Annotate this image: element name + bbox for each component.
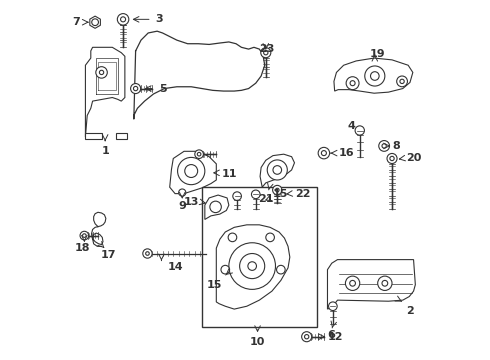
Text: 15: 15 <box>273 189 288 199</box>
Text: 15: 15 <box>207 280 222 291</box>
Circle shape <box>382 280 388 286</box>
Circle shape <box>80 231 89 240</box>
Circle shape <box>210 201 221 213</box>
Polygon shape <box>260 154 294 187</box>
Text: 1: 1 <box>101 146 109 156</box>
Circle shape <box>131 84 141 94</box>
Circle shape <box>275 188 279 192</box>
Circle shape <box>133 86 138 91</box>
Polygon shape <box>85 47 125 137</box>
Circle shape <box>273 166 282 174</box>
Text: 10: 10 <box>250 337 265 347</box>
Circle shape <box>266 233 274 242</box>
Circle shape <box>240 253 265 279</box>
Circle shape <box>248 262 256 270</box>
Text: 17: 17 <box>101 250 117 260</box>
Circle shape <box>179 189 186 196</box>
Circle shape <box>321 150 326 156</box>
Text: 21: 21 <box>258 194 273 204</box>
Text: 13: 13 <box>184 197 199 207</box>
Circle shape <box>264 50 268 55</box>
Circle shape <box>267 160 287 180</box>
Text: 23: 23 <box>259 44 274 54</box>
Circle shape <box>304 334 309 339</box>
Circle shape <box>350 280 355 286</box>
Circle shape <box>146 252 149 255</box>
Polygon shape <box>334 58 413 93</box>
Text: 22: 22 <box>295 189 311 199</box>
Polygon shape <box>205 195 229 220</box>
Circle shape <box>92 19 98 26</box>
Circle shape <box>350 81 355 86</box>
Circle shape <box>346 77 359 90</box>
Circle shape <box>379 140 390 151</box>
Polygon shape <box>170 151 216 194</box>
Circle shape <box>318 147 330 159</box>
Circle shape <box>121 17 125 22</box>
Circle shape <box>96 67 107 78</box>
Circle shape <box>355 126 365 135</box>
Text: 16: 16 <box>338 148 354 158</box>
Text: 5: 5 <box>159 84 167 94</box>
Circle shape <box>400 79 404 84</box>
Circle shape <box>177 157 205 185</box>
Circle shape <box>185 165 197 177</box>
Circle shape <box>233 192 242 201</box>
Polygon shape <box>327 260 416 309</box>
Circle shape <box>370 72 379 80</box>
Polygon shape <box>85 134 101 139</box>
Text: 20: 20 <box>406 153 422 163</box>
Circle shape <box>302 332 312 342</box>
Circle shape <box>382 144 386 148</box>
Circle shape <box>329 302 337 311</box>
Circle shape <box>99 70 104 75</box>
Bar <box>202 187 317 327</box>
Circle shape <box>272 185 282 195</box>
Circle shape <box>390 156 394 161</box>
Polygon shape <box>90 16 100 28</box>
Circle shape <box>195 150 203 158</box>
Text: 6: 6 <box>327 330 335 340</box>
Text: 19: 19 <box>370 49 386 59</box>
Circle shape <box>197 152 201 156</box>
Circle shape <box>276 265 285 274</box>
Text: 9: 9 <box>178 201 186 211</box>
Circle shape <box>143 249 152 258</box>
Text: 2: 2 <box>406 306 414 316</box>
Polygon shape <box>116 134 126 139</box>
Text: 12: 12 <box>327 332 343 342</box>
Text: 8: 8 <box>392 141 400 151</box>
Polygon shape <box>216 225 290 309</box>
Circle shape <box>261 48 271 58</box>
Circle shape <box>228 233 237 242</box>
Text: 14: 14 <box>167 262 183 273</box>
Text: 7: 7 <box>73 17 80 27</box>
Circle shape <box>365 66 385 86</box>
Circle shape <box>221 265 230 274</box>
Circle shape <box>397 76 408 87</box>
Text: 3: 3 <box>155 14 163 24</box>
Text: 18: 18 <box>75 243 91 253</box>
Circle shape <box>82 234 86 237</box>
Circle shape <box>378 276 392 291</box>
Circle shape <box>387 153 397 163</box>
Circle shape <box>345 276 360 291</box>
Text: 11: 11 <box>221 168 237 179</box>
Circle shape <box>117 14 129 25</box>
Circle shape <box>229 243 275 289</box>
Text: 4: 4 <box>347 121 355 131</box>
Circle shape <box>251 190 260 199</box>
